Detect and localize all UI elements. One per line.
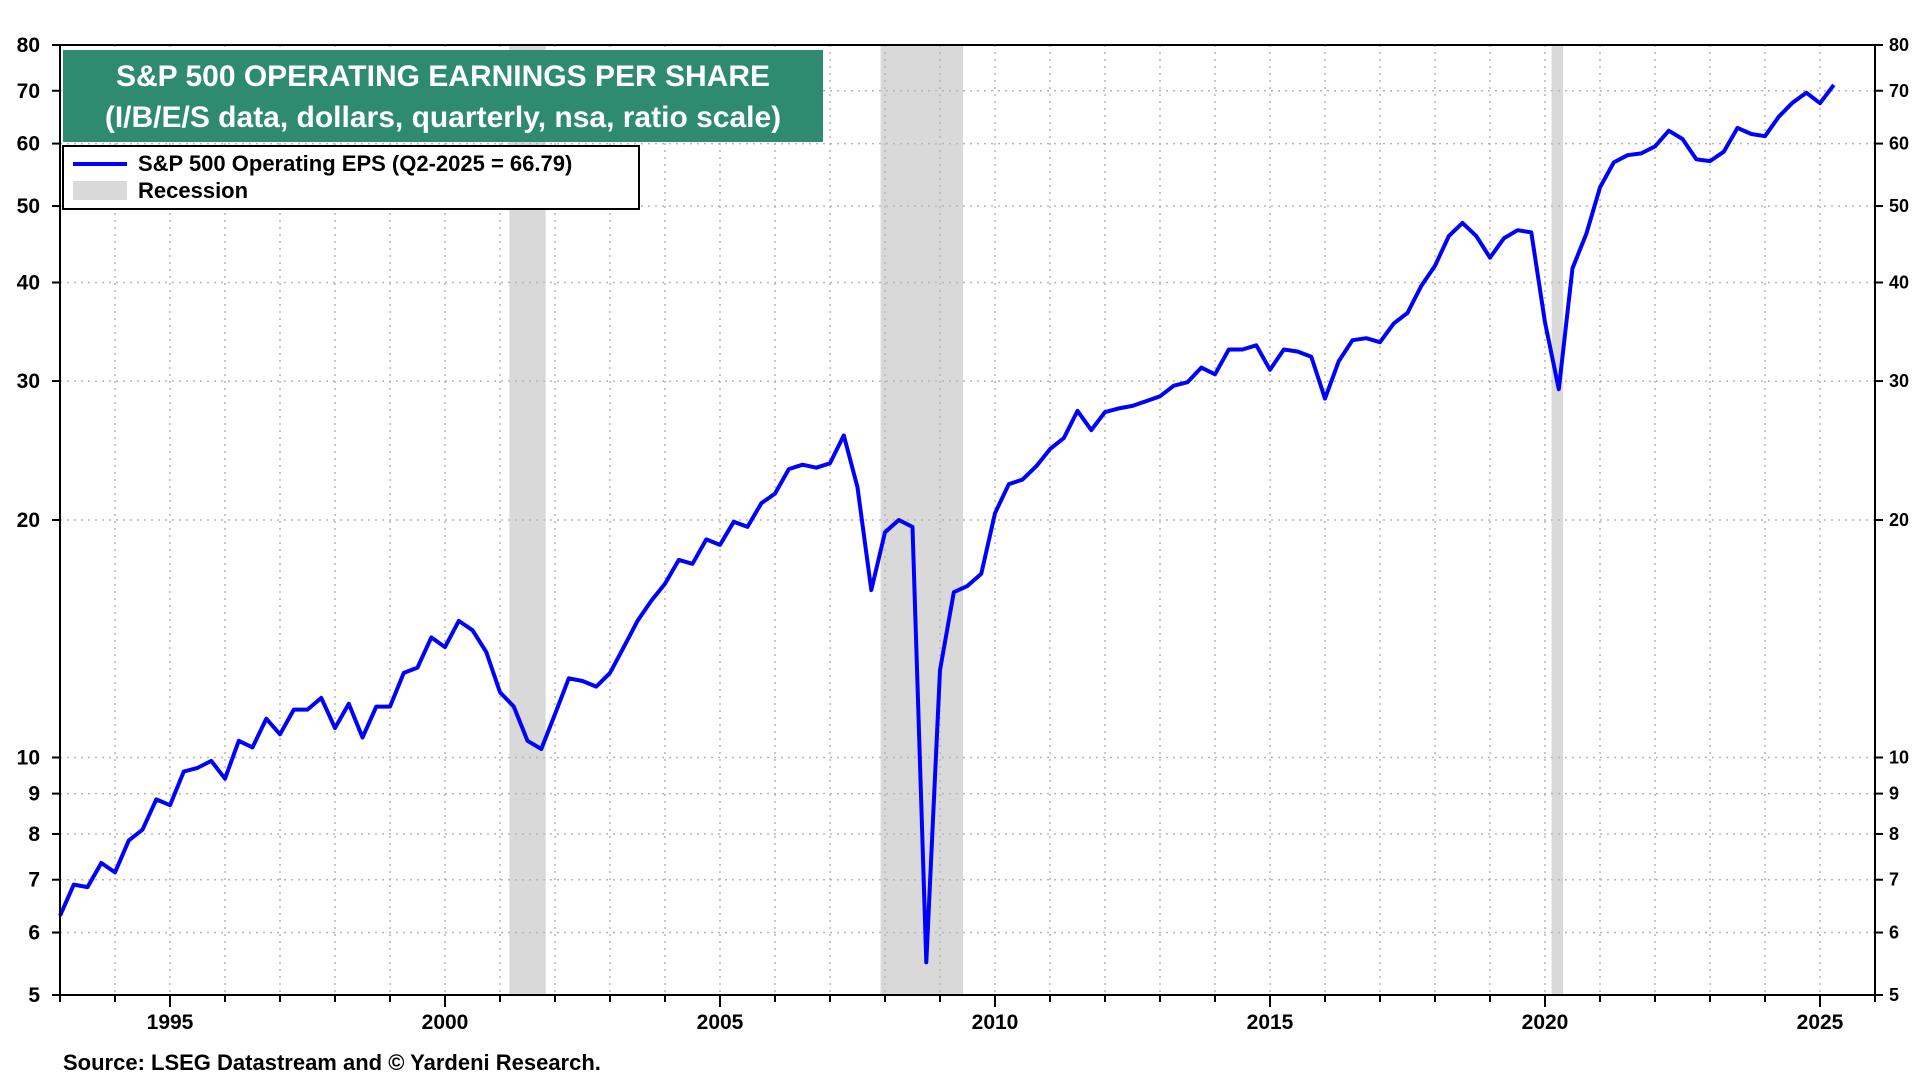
x-tick-label: 2000 (422, 1011, 469, 1034)
y-tick-label-right: 9 (1889, 784, 1899, 804)
legend-recession-swatch (73, 181, 127, 200)
y-tick-label-left: 80 (17, 34, 40, 57)
x-tick-label: 2025 (1797, 1011, 1844, 1034)
y-tick-label-right: 80 (1889, 35, 1909, 55)
y-tick-label-left: 70 (17, 80, 40, 103)
y-tick-label-right: 5 (1889, 985, 1899, 1005)
y-tick-label-left: 30 (17, 370, 40, 393)
x-tick-label: 1995 (147, 1011, 194, 1034)
y-tick-label-left: 10 (17, 747, 40, 770)
y-tick-label-left: 5 (28, 984, 40, 1007)
y-tick-label-left: 8 (28, 823, 40, 846)
y-tick-label-right: 20 (1889, 510, 1909, 530)
x-tick-label: 2015 (1247, 1011, 1294, 1034)
x-tick-label: 2010 (972, 1011, 1019, 1034)
y-tick-label-right: 7 (1889, 870, 1899, 890)
chart-title: S&P 500 OPERATING EARNINGS PER SHARE (116, 60, 770, 93)
x-tick-label: 2005 (697, 1011, 744, 1034)
y-tick-label-right: 30 (1889, 371, 1909, 391)
y-tick-label-right: 40 (1889, 273, 1909, 293)
eps-series (58, 83, 1836, 965)
source-note: Source: LSEG Datastream and © Yardeni Re… (63, 1050, 601, 1075)
legend-box (62, 145, 640, 210)
eps-line-series (58, 83, 1836, 965)
y-tick-label-right: 10 (1889, 748, 1909, 768)
y-tick-label-left: 60 (17, 133, 40, 156)
y-tick-label-left: 7 (28, 869, 40, 892)
y-tick-label-right: 50 (1889, 196, 1909, 216)
y-tick-label-left: 40 (17, 272, 40, 295)
y-tick-label-left: 9 (28, 783, 40, 806)
y-tick-label-right: 8 (1889, 824, 1899, 844)
y-tick-label-left: 20 (17, 509, 40, 532)
y-tick-label-right: 60 (1889, 134, 1909, 154)
legend-recession-label: Recession (138, 178, 248, 203)
recession-band-3 (1551, 45, 1564, 995)
x-tick-label: 2020 (1522, 1011, 1569, 1034)
y-tick-label-left: 50 (17, 195, 40, 218)
legend: S&P 500 Operating EPS (Q2-2025 = 66.79) … (62, 145, 640, 210)
y-tick-label-left: 6 (28, 922, 40, 945)
y-tick-label-right: 6 (1889, 923, 1899, 943)
legend-series-label: S&P 500 Operating EPS (Q2-2025 = 66.79) (138, 151, 572, 176)
grid-lines (60, 45, 1875, 995)
y-tick-label-right: 70 (1889, 81, 1909, 101)
title-background (63, 50, 823, 142)
chart-subtitle: (I/B/E/S data, dollars, quarterly, nsa, … (105, 101, 781, 134)
chart-title-box: S&P 500 OPERATING EARNINGS PER SHARE (I/… (63, 50, 823, 142)
